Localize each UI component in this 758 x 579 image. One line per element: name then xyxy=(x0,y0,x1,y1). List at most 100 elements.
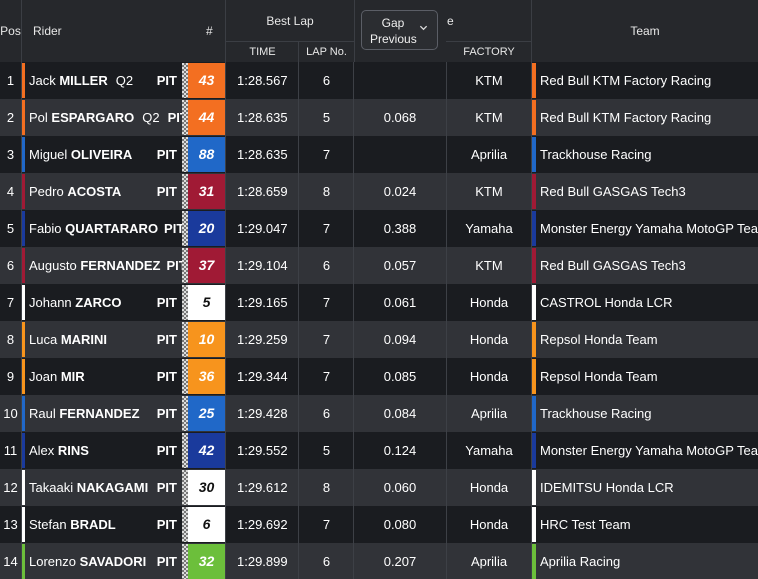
column-divider xyxy=(446,469,447,506)
rider-name[interactable]: Joan MIR xyxy=(29,358,85,395)
best-lap-time: 1:29.259 xyxy=(237,332,288,347)
gap-previous: 0.024 xyxy=(383,184,417,199)
column-divider xyxy=(531,506,532,543)
column-divider xyxy=(21,395,22,432)
team-color-stripe xyxy=(532,63,536,98)
pit-badge: PIT xyxy=(156,332,177,347)
table-row[interactable]: 3 Miguel OLIVEIRA PIT 88 1:28.635 7 Aprilia Tra… xyxy=(0,136,758,173)
rider-last-name: QUARTARARO xyxy=(65,221,159,236)
rider-name[interactable]: Takaaki NAKAGAMI xyxy=(29,469,148,506)
checkered-flag-pattern xyxy=(182,174,188,209)
rider-last-name: ZARCO xyxy=(75,295,122,310)
team-name: Trackhouse Racing xyxy=(540,406,652,421)
gap-mode-label-line1: Gap xyxy=(381,16,405,30)
rider-name[interactable]: Raul FERNANDEZ xyxy=(29,395,140,432)
rider-number: 31 xyxy=(188,174,225,209)
rider-name[interactable]: Jack MILLER xyxy=(29,62,108,99)
gap-mode-dropdown[interactable]: Gap Previous xyxy=(361,10,438,50)
pit-badge: PIT xyxy=(166,258,187,273)
lap-number: 7 xyxy=(322,295,331,310)
column-divider xyxy=(531,469,532,506)
rider-name[interactable]: Alex RINS xyxy=(29,432,89,469)
team-color-stripe xyxy=(532,359,536,394)
checkered-flag-pattern xyxy=(182,63,188,98)
lap-number: 6 xyxy=(322,73,331,88)
checkered-flag-pattern xyxy=(182,433,188,468)
best-lap-time: 1:28.567 xyxy=(237,73,288,88)
table-row[interactable]: 14 Lorenzo SAVADORI PIT 32 1:29.899 6 0.207 Apr… xyxy=(0,543,758,579)
factory-name: Aprilia xyxy=(470,554,508,569)
table-row[interactable]: 11 Alex RINS PIT 42 1:29.552 5 0.124 Yamaha Mons… xyxy=(0,432,758,469)
column-divider xyxy=(298,358,299,395)
table-row[interactable]: 6 Augusto FERNANDEZ PIT 37 1:29.104 6 0.057 KTM… xyxy=(0,247,758,284)
header-best-lap: Best Lap xyxy=(266,14,314,28)
team-color-stripe xyxy=(532,507,536,542)
rider-name[interactable]: Luca MARINI xyxy=(29,321,107,358)
table-row[interactable]: 4 Pedro ACOSTA PIT 31 1:28.659 8 0.024 KTM Red B… xyxy=(0,173,758,210)
table-row[interactable]: 7 Johann ZARCO PIT 5 1:29.165 7 0.061 Honda CAST… xyxy=(0,284,758,321)
rider-name[interactable]: Stefan BRADL xyxy=(29,506,116,543)
rider-last-name: FERNANDEZ xyxy=(80,258,161,273)
rider-name[interactable]: Miguel OLIVEIRA xyxy=(29,136,132,173)
column-divider xyxy=(298,543,299,579)
rider-name[interactable]: Lorenzo SAVADORI xyxy=(29,543,146,579)
column-divider xyxy=(446,247,447,284)
column-divider xyxy=(298,136,299,173)
rider-first-name: Johann xyxy=(29,295,76,310)
factory-name: Honda xyxy=(469,480,509,495)
best-lap-time: 1:29.165 xyxy=(237,295,288,310)
team-name: Red Bull KTM Factory Racing xyxy=(540,73,712,88)
rider-number: 43 xyxy=(188,63,225,98)
best-lap-time: 1:29.612 xyxy=(237,480,288,495)
table-row[interactable]: 13 Stefan BRADL PIT 6 1:29.692 7 0.080 Honda HRC… xyxy=(0,506,758,543)
column-divider xyxy=(21,506,22,543)
team-name: IDEMITSU Honda LCR xyxy=(540,480,674,495)
rider-first-name: Jack xyxy=(29,73,60,88)
column-divider xyxy=(225,247,226,284)
column-divider xyxy=(225,395,226,432)
rider-name[interactable]: Fabio QUARTARARO xyxy=(29,210,158,247)
table-row[interactable]: 1 Jack MILLER Q2 PIT 43 1:28.567 6 KTM Red Bull … xyxy=(0,62,758,99)
column-divider xyxy=(531,358,532,395)
rider-name[interactable]: Johann ZARCO xyxy=(29,284,121,321)
rider-last-name: ACOSTA xyxy=(67,184,122,199)
rider-last-name: FERNANDEZ xyxy=(59,406,140,421)
rider-name[interactable]: Augusto FERNANDEZ xyxy=(29,247,161,284)
rider-name[interactable]: Pol ESPARGARO xyxy=(29,99,134,136)
table-row[interactable]: 9 Joan MIR PIT 36 1:29.344 7 0.085 Honda Repsol … xyxy=(0,358,758,395)
rider-last-name: SAVADORI xyxy=(79,554,147,569)
position-cell: 10 xyxy=(3,406,18,421)
table-row[interactable]: 12 Takaaki NAKAGAMI PIT 30 1:29.612 8 0.060 Hon… xyxy=(0,469,758,506)
column-divider xyxy=(225,136,226,173)
pit-badge: PIT xyxy=(156,147,177,162)
table-row[interactable]: 8 Luca MARINI PIT 10 1:29.259 7 0.094 Honda Reps… xyxy=(0,321,758,358)
rider-first-name: Stefan xyxy=(29,517,71,532)
rider-name[interactable]: Pedro ACOSTA xyxy=(29,173,121,210)
rider-number: 30 xyxy=(188,470,225,505)
table-row[interactable]: 2 Pol ESPARGARO Q2 PIT 44 1:28.635 5 0.068 KTM Re… xyxy=(0,99,758,136)
position-cell: 7 xyxy=(6,295,15,310)
pit-badge: PIT xyxy=(156,369,177,384)
rider-last-name: BRADL xyxy=(70,517,116,532)
lap-number: 7 xyxy=(322,332,331,347)
column-divider xyxy=(353,247,354,284)
rider-team-stripe xyxy=(21,396,25,431)
checkered-flag-pattern xyxy=(182,470,188,505)
table-row[interactable]: 10 Raul FERNANDEZ PIT 25 1:29.428 6 0.084 April… xyxy=(0,395,758,432)
rider-last-name: MILLER xyxy=(59,73,108,88)
team-color-stripe xyxy=(532,322,536,357)
pit-badge: PIT xyxy=(156,517,177,532)
pit-badge: PIT xyxy=(164,221,185,236)
team-name: Red Bull GASGAS Tech3 xyxy=(540,184,686,199)
column-divider xyxy=(353,99,354,136)
table-row[interactable]: 5 Fabio QUARTARARO PIT 20 1:29.047 7 0.388 Yama… xyxy=(0,210,758,247)
gap-previous: 0.085 xyxy=(383,369,417,384)
position-cell: 2 xyxy=(6,110,15,125)
column-divider xyxy=(225,358,226,395)
rider-team-stripe xyxy=(21,359,25,394)
column-divider xyxy=(353,358,354,395)
team-color-stripe xyxy=(532,433,536,468)
lap-number: 7 xyxy=(322,369,331,384)
lap-number: 5 xyxy=(322,110,331,125)
column-divider xyxy=(21,284,22,321)
